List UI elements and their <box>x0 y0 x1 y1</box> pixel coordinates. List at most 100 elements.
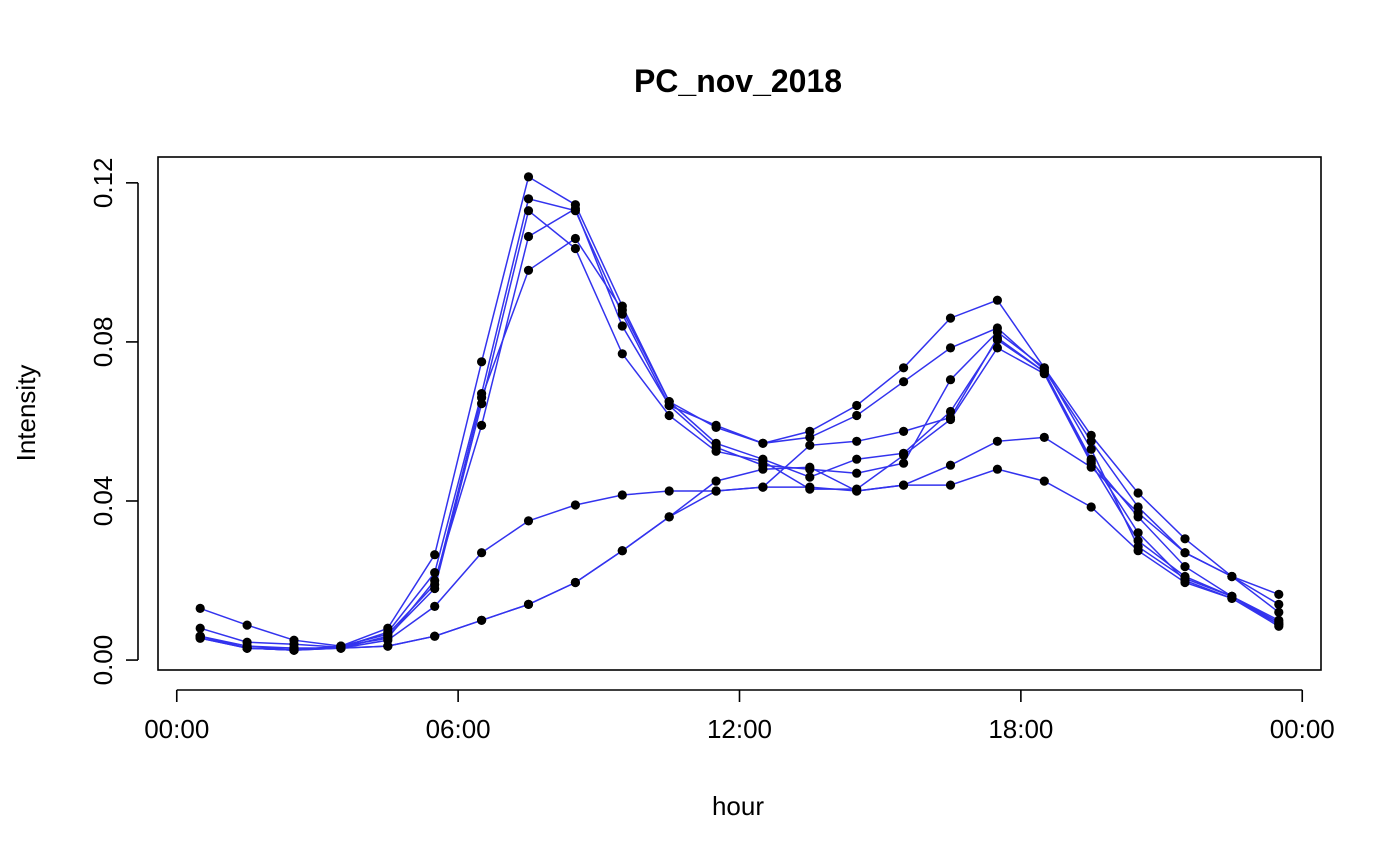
data-point <box>805 432 815 442</box>
data-point <box>1274 621 1284 631</box>
data-point <box>758 454 768 464</box>
x-tick-label: 12:00 <box>707 714 772 744</box>
data-point <box>852 454 862 464</box>
data-point <box>242 643 252 653</box>
data-point <box>570 577 581 588</box>
data-point <box>1133 528 1143 538</box>
data-point <box>711 486 721 496</box>
data-point <box>477 615 487 625</box>
data-point <box>1274 599 1284 610</box>
x-tick-label: 18:00 <box>988 714 1053 744</box>
data-point <box>945 375 956 385</box>
data-point <box>195 631 205 641</box>
data-point <box>1133 508 1143 518</box>
data-point <box>1133 546 1143 556</box>
series-line-7 <box>200 436 1280 651</box>
data-point <box>523 516 534 526</box>
series-line-1 <box>199 175 1280 647</box>
data-point <box>617 349 627 359</box>
data-point <box>430 550 440 560</box>
series-line-8 <box>200 468 1280 651</box>
data-point <box>570 204 581 214</box>
data-point <box>617 546 627 556</box>
data-point <box>523 172 534 182</box>
data-point <box>1227 593 1237 604</box>
y-tick-label: 0.12 <box>88 157 118 208</box>
data-point <box>430 601 440 612</box>
data-point <box>664 397 674 407</box>
data-point <box>805 472 815 482</box>
x-axis-label: hour <box>712 791 764 821</box>
data-point <box>899 377 909 387</box>
data-point <box>899 448 909 458</box>
data-point <box>945 460 956 470</box>
data-point <box>523 206 534 216</box>
data-point <box>711 420 721 430</box>
data-point <box>852 400 862 411</box>
data-point <box>805 462 815 472</box>
data-point <box>1180 534 1190 544</box>
data-point <box>992 436 1003 446</box>
y-tick-label: 0.04 <box>88 476 118 527</box>
data-point <box>899 458 909 468</box>
y-tick-label: 0.00 <box>88 635 118 686</box>
data-point <box>1039 367 1049 377</box>
data-point <box>570 233 581 244</box>
data-point <box>289 645 299 655</box>
series-line-2 <box>199 197 1280 649</box>
data-point <box>430 568 440 578</box>
data-point <box>899 426 909 436</box>
data-point <box>477 548 487 558</box>
data-point <box>1086 436 1096 446</box>
x-tick-label: 00:00 <box>1270 714 1335 744</box>
plot-area-frame <box>157 156 1322 671</box>
data-point <box>617 305 627 315</box>
series-line-4 <box>200 207 1280 651</box>
data-point <box>992 343 1003 353</box>
data-point <box>664 410 674 421</box>
data-point <box>758 438 768 448</box>
data-point <box>992 464 1003 474</box>
data-point <box>1180 548 1190 558</box>
data-point <box>758 482 768 492</box>
data-point <box>430 631 440 641</box>
data-point <box>477 420 487 430</box>
data-point <box>1227 571 1237 582</box>
data-point <box>570 500 581 510</box>
data-point <box>664 486 674 496</box>
data-point <box>945 313 956 323</box>
x-tick-label: 06:00 <box>426 714 491 744</box>
data-point <box>945 343 956 353</box>
data-point <box>1180 562 1190 572</box>
data-point <box>1274 589 1284 600</box>
data-point <box>664 512 674 522</box>
data-point <box>523 231 534 242</box>
data-point <box>711 476 721 486</box>
data-point <box>242 620 252 630</box>
data-point <box>805 482 815 492</box>
data-point <box>617 321 627 331</box>
chart-title: PC_nov_2018 <box>634 63 842 99</box>
data-point <box>852 410 862 421</box>
x-axis: 00:00 06:00 12:00 18:00 00:00 <box>144 689 1335 744</box>
data-point <box>758 464 768 474</box>
data-point <box>617 490 627 500</box>
y-axis-label: Intensity <box>11 365 41 462</box>
data-point <box>852 436 862 446</box>
data-point <box>899 363 909 373</box>
data-point <box>523 265 534 275</box>
data-point <box>523 194 534 204</box>
data-point <box>195 623 205 633</box>
data-point <box>1133 488 1143 498</box>
y-axis: 0.00 0.04 0.08 0.12 <box>88 157 139 686</box>
x-tick-label: 00:00 <box>144 714 209 744</box>
data-point <box>477 357 487 367</box>
data-point <box>1086 444 1096 454</box>
data-point <box>477 393 487 403</box>
series-line-3 <box>200 209 1280 649</box>
data-point <box>852 486 862 496</box>
data-point <box>336 643 346 653</box>
data-point <box>852 468 862 478</box>
data-point <box>1180 577 1190 588</box>
